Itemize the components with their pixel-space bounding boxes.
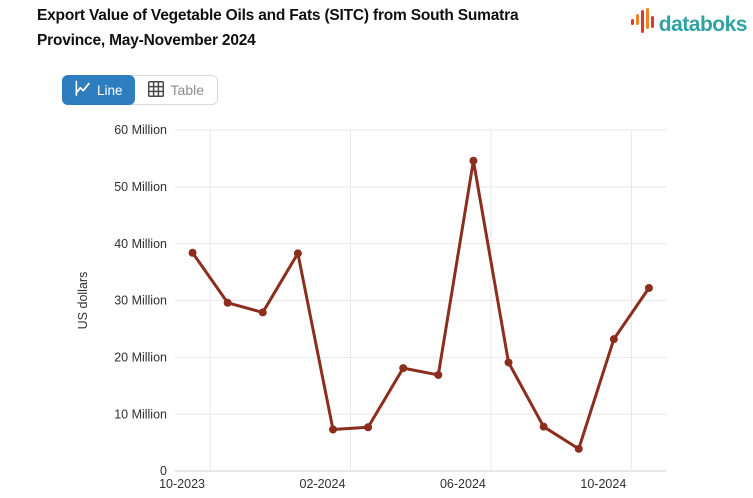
y-tick-label: 40 Million [114, 237, 167, 251]
y-tick-label: 50 Million [114, 180, 167, 194]
data-point [258, 308, 267, 317]
data-point [574, 444, 583, 453]
data-point [399, 364, 408, 373]
data-point [223, 298, 232, 307]
table-view-button[interactable]: Table [133, 76, 217, 104]
y-tick-label: 60 Million [114, 123, 167, 137]
data-point [644, 283, 653, 292]
line-view-button[interactable]: Line [62, 75, 135, 105]
data-point [188, 248, 197, 257]
data-point [504, 358, 513, 367]
trend-line [191, 159, 651, 451]
x-tick-label: 02-2024 [300, 477, 346, 491]
data-point [539, 422, 548, 431]
page-title: Export Value of Vegetable Oils and Fats … [37, 7, 519, 49]
y-tick-label: 20 Million [114, 351, 167, 365]
y-tick-label: 0 [160, 464, 167, 478]
data-point [469, 156, 478, 165]
line-chart-icon [74, 80, 91, 100]
chart-view-toggle: Line Table [62, 75, 218, 105]
data-point [434, 370, 443, 379]
databoks-logo-icon [630, 7, 657, 42]
databoks-logo: databoks [630, 7, 748, 42]
table-icon [147, 80, 165, 101]
y-tick-label: 10 Million [114, 407, 167, 421]
y-tick-label: 30 Million [114, 294, 167, 308]
data-point [328, 425, 337, 434]
x-tick-label: 10-2024 [580, 477, 626, 491]
databoks-logo-text: databoks [658, 12, 748, 36]
data-point [609, 335, 618, 344]
table-button-label: Table [170, 82, 204, 98]
line-button-label: Line [97, 82, 123, 98]
x-tick-label: 10-2023 [159, 477, 205, 491]
data-point [293, 249, 302, 258]
data-point [364, 423, 373, 432]
y-axis-title: US dollars [76, 272, 90, 330]
x-tick-label: 06-2024 [440, 477, 486, 491]
